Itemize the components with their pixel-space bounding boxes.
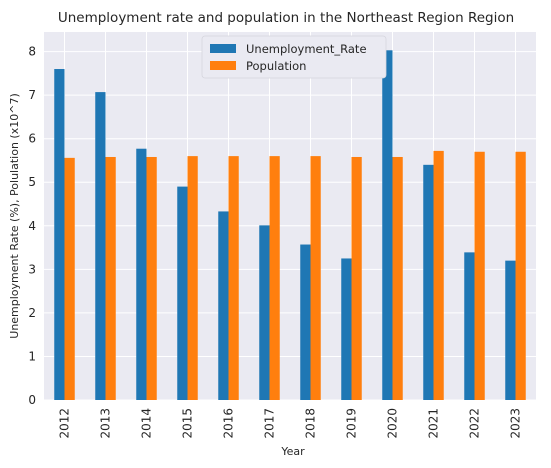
bar-population-2019 [352,157,362,400]
bar-population-2017 [270,156,280,400]
y-tick-label: 0 [28,393,36,407]
x-tick-label: 2023 [509,408,523,439]
chart-title: Unemployment rate and population in the … [58,10,514,26]
bar-population-2012 [65,158,75,400]
y-tick-label: 4 [28,219,36,233]
y-tick-label: 1 [28,349,36,363]
bar-unemployment-rate-2023 [505,261,515,400]
bar-unemployment-rate-2017 [259,225,269,400]
bar-unemployment-rate-2022 [464,252,474,400]
bar-unemployment-rate-2021 [423,165,433,400]
bar-population-2018 [311,156,321,400]
y-tick-label: 7 [28,88,36,102]
bar-unemployment-rate-2012 [54,69,64,400]
y-axis-label: Unemployment Rate (%), Polulation (x10^7… [8,93,21,338]
bar-unemployment-rate-2019 [341,258,351,400]
x-axis-label: Year [280,445,305,458]
x-tick-label: 2015 [181,408,195,439]
legend-label: Population [246,59,306,73]
legend-label: Unemployment_Rate [246,42,367,56]
x-tick-label: 2020 [386,408,400,439]
bar-population-2016 [229,156,239,400]
bar-unemployment-rate-2020 [382,50,392,400]
x-tick-label: 2012 [58,408,72,439]
legend-swatch [210,44,236,53]
bar-population-2013 [106,157,116,400]
x-tick-label: 2019 [345,408,359,439]
legend-swatch [210,61,236,70]
x-tick-label: 2021 [427,408,441,439]
y-tick-label: 5 [28,175,36,189]
bar-unemployment-rate-2018 [300,245,310,400]
bar-population-2015 [188,156,198,400]
bar-unemployment-rate-2016 [218,211,228,400]
y-tick-label: 2 [28,306,36,320]
y-tick-label: 8 [28,45,36,59]
legend: Unemployment_Rate Population [202,36,386,78]
bar-population-2020 [393,157,403,400]
plot-area [44,32,536,400]
bar-population-2021 [434,151,444,400]
x-axis-ticks: 2012 2013 2014 2015 2016 2017 2018 2019 2020 2021… [58,408,523,439]
x-tick-label: 2018 [304,408,318,439]
x-tick-label: 2022 [468,408,482,439]
bar-population-2023 [516,152,526,400]
bar-unemployment-rate-2015 [177,187,187,400]
x-tick-label: 2016 [222,408,236,439]
y-axis-ticks: 0 1 2 3 4 5 6 7 8 [28,45,36,407]
x-tick-label: 2017 [263,408,277,439]
x-tick-label: 2014 [140,408,154,439]
bar-unemployment-rate-2014 [136,149,146,400]
x-tick-label: 2013 [99,408,113,439]
bar-unemployment-rate-2013 [95,92,105,400]
bar-population-2022 [475,152,485,400]
y-tick-label: 6 [28,132,36,146]
bar-population-2014 [147,157,157,400]
y-tick-label: 3 [28,262,36,276]
